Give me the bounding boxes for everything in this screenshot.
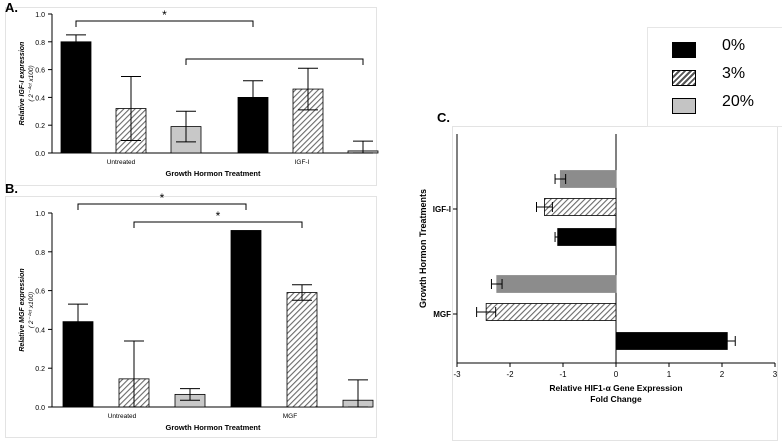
y-tick-label: MGF	[433, 310, 451, 319]
x-tick-label: 0	[614, 370, 619, 379]
significance-label: *	[216, 209, 221, 223]
y-tick-label: 1.0	[35, 211, 45, 218]
x-axis-label: Relative HIF1-α Gene Expression	[549, 383, 682, 393]
legend-label-1: 3%	[722, 65, 746, 82]
bar-3pct-IGF-I	[544, 198, 617, 216]
x-tick-label: IGF-I	[295, 159, 310, 166]
significance-bracket	[77, 203, 247, 210]
significance-bracket	[75, 20, 254, 27]
y-axis-label: Relative MGF expression	[19, 268, 26, 351]
y-tick-label: 0.4	[35, 327, 45, 334]
bar-3pct-MGF	[286, 292, 318, 408]
y-tick-label: 0.6	[35, 289, 45, 296]
legend-swatch-1	[672, 70, 696, 86]
bar-20pct-IGF-I	[559, 170, 617, 188]
x-axis-label-2: Fold Change	[590, 394, 642, 404]
bar-0pct-MGF	[615, 332, 728, 350]
bar-3pct-MGF	[485, 303, 617, 321]
bar-0pct-MGF	[230, 230, 262, 408]
x-tick-label: -3	[453, 370, 461, 379]
x-tick-label: -2	[506, 370, 514, 379]
x-tick-label: -1	[559, 370, 567, 379]
legend: 0% 3% 20%	[647, 27, 782, 127]
chart-c: -3 -2 -1 0 1 2 3 Relative HIF1-α Gene Expressio…	[418, 134, 778, 404]
x-tick-label: 1	[667, 370, 672, 379]
panel-c-label: C.	[437, 110, 450, 125]
panel-a-frame	[5, 7, 377, 186]
y-axis-label-2: ( 2⁻ᐞᶜᵗ x100)	[28, 65, 35, 101]
y-tick-label: 0.0	[35, 405, 45, 412]
x-tick-label: Untreated	[108, 413, 137, 420]
x-tick-label: MGF	[283, 413, 297, 420]
legend-swatch-0	[672, 42, 696, 58]
significance-label: *	[160, 191, 165, 205]
y-tick-label: 0.8	[35, 40, 45, 47]
y-tick-label: 0.2	[35, 366, 45, 373]
significance-bracket	[185, 58, 364, 65]
x-axis-label: Growth Hormon Treatment	[165, 423, 261, 432]
y-tick-label: 0.4	[35, 95, 45, 102]
x-tick-label: 3	[773, 370, 778, 379]
y-tick-label: 0.8	[35, 250, 45, 257]
y-tick-label: 0.0	[35, 151, 45, 158]
panel-a-label: A.	[5, 0, 18, 15]
bar-20pct-MGF	[496, 275, 617, 293]
legend-swatch-2	[672, 98, 696, 114]
y-tick-label: IGF-I	[433, 205, 451, 214]
x-axis-label: Growth Hormon Treatment	[165, 169, 261, 178]
y-axis-label: Growth Hormon Treatments	[418, 189, 428, 308]
significance-label: *	[162, 8, 167, 22]
x-tick-label: Untreated	[107, 159, 136, 166]
y-axis-label: Relative IGF-I expression	[19, 42, 26, 126]
chart-a: 0.0 0.2 0.4 0.6 0.8 1.0 Relative IGF-I express…	[19, 8, 379, 178]
y-tick-label: 1.0	[35, 12, 45, 19]
legend-label-0: 0%	[722, 37, 746, 54]
y-tick-label: 0.2	[35, 123, 45, 130]
bar-0pct-IGF-I	[557, 228, 617, 246]
bar-0pct-Untreated	[60, 41, 92, 154]
legend-label-2: 20%	[722, 93, 755, 110]
x-tick-label: 2	[720, 370, 725, 379]
chart-b: 0.0 0.2 0.4 0.6 0.8 1.0 Relative MGF expressio…	[19, 191, 374, 432]
significance-bracket	[133, 221, 303, 228]
y-tick-label: 0.6	[35, 68, 45, 75]
panel-b-frame	[5, 196, 377, 438]
y-axis-label-2: ( 2⁻ᐞᶜᵗ x100)	[28, 292, 35, 328]
panel-b-label: B.	[5, 181, 18, 196]
